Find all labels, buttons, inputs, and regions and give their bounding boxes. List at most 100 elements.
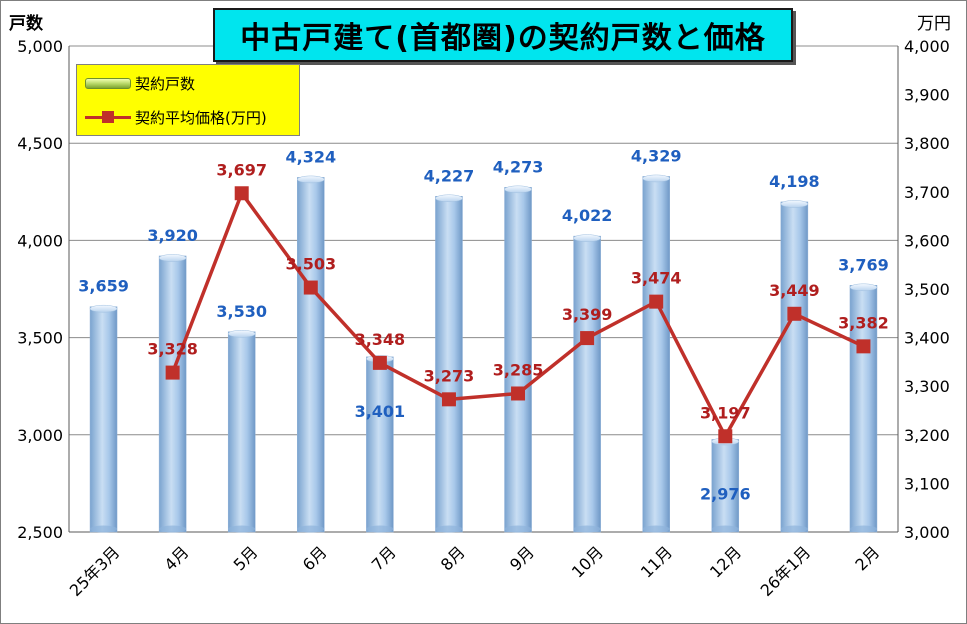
price-marker: [303, 280, 318, 295]
x-tick-label: 11月: [637, 542, 676, 581]
x-tick-label: 2月: [851, 542, 883, 574]
bar-top-cap: [573, 234, 601, 242]
left-tick-label: 3,500: [17, 329, 63, 348]
x-tick-label: 12月: [706, 542, 745, 581]
bar-base-cap: [849, 525, 877, 533]
price-marker: [372, 355, 387, 370]
price-data-label: 3,399: [562, 305, 613, 324]
x-tick-label: 4月: [161, 542, 193, 574]
x-tick-label: 9月: [506, 542, 538, 574]
bar-top-cap: [849, 283, 878, 292]
bar-base-cap: [435, 525, 463, 533]
bar-top-cap: [227, 330, 256, 338]
bar: [642, 176, 670, 533]
bar: [504, 187, 532, 533]
x-tick-label: 10月: [568, 542, 607, 581]
price-marker: [441, 392, 456, 407]
bar-base-cap: [780, 525, 808, 533]
left-tick-label: 3,000: [17, 426, 63, 445]
bar-data-label: 3,920: [147, 226, 198, 245]
right-tick-label: 3,800: [904, 134, 950, 153]
bar-data-label: 4,198: [769, 172, 820, 191]
left-axis-unit: 戸数: [9, 14, 43, 34]
x-tick-label: 6月: [299, 542, 331, 574]
bar-top-cap: [435, 194, 463, 203]
bar: [435, 196, 463, 533]
bar-data-label: 3,769: [838, 255, 889, 274]
bar-top-cap: [158, 254, 187, 262]
bar-base-cap: [159, 525, 187, 533]
bar-data-label: 4,329: [631, 146, 682, 165]
right-tick-label: 3,900: [904, 86, 950, 105]
left-tick-label: 5,000: [17, 37, 63, 56]
price-marker: [511, 386, 526, 401]
price-marker: [165, 365, 180, 380]
price-marker: [649, 294, 664, 309]
bar-base-cap: [504, 525, 532, 533]
legend-bar-swatch: [85, 77, 131, 89]
price-data-label: 3,328: [147, 340, 198, 359]
right-tick-label: 3,000: [904, 523, 950, 542]
legend-line-label: 契約平均価格(万円): [135, 108, 267, 127]
bar-base-cap: [366, 525, 394, 533]
bar: [297, 177, 325, 533]
bar-top-cap: [642, 174, 670, 183]
bar-base-cap: [642, 525, 670, 533]
bar: [89, 306, 118, 533]
right-tick-label: 3,300: [904, 377, 950, 396]
right-tick-label: 3,400: [904, 329, 950, 348]
bar: [158, 255, 187, 533]
chart-title: 中古戸建て(首都圏)の契約戸数と価格: [240, 21, 766, 56]
right-tick-label: 3,200: [904, 426, 950, 445]
bar-base-cap: [297, 525, 325, 533]
price-data-label: 3,273: [424, 366, 475, 385]
price-marker: [580, 331, 595, 346]
left-tick-label: 4,000: [17, 231, 63, 250]
x-tick-label: 7月: [368, 542, 400, 574]
price-marker: [234, 186, 249, 201]
right-tick-label: 3,500: [904, 280, 950, 299]
price-data-label: 3,449: [769, 281, 820, 300]
price-marker: [718, 429, 733, 444]
bar: [227, 331, 256, 533]
right-axis-unit: 万円: [917, 14, 951, 34]
right-tick-label: 3,700: [904, 183, 950, 202]
bar-data-label: 3,530: [216, 302, 267, 321]
bar: [573, 235, 601, 533]
bar-base-cap: [90, 525, 118, 533]
bar-data-label: 4,227: [424, 166, 475, 185]
bar: [366, 356, 394, 533]
x-tick-label: 5月: [230, 542, 262, 574]
bar-top-cap: [504, 185, 532, 194]
legend-item-bar: 契約戸数: [85, 71, 195, 95]
price-marker: [856, 339, 871, 354]
bar-top-cap: [89, 304, 118, 313]
price-data-label: 3,382: [838, 313, 889, 332]
price-marker: [787, 306, 802, 321]
bar-data-label: 4,273: [493, 157, 544, 176]
x-tick-label: 8月: [437, 542, 469, 574]
chart-title-box: 中古戸建て(首都圏)の契約戸数と価格: [213, 8, 793, 62]
legend: 契約戸数 契約平均価格(万円): [76, 64, 300, 136]
price-data-label: 3,285: [493, 360, 544, 379]
bar-base-cap: [573, 525, 601, 533]
price-data-label: 3,197: [700, 403, 751, 422]
price-data-label: 3,474: [631, 269, 682, 288]
x-tick-label: 25年3月: [66, 542, 124, 600]
left-tick-label: 2,500: [17, 523, 63, 542]
price-data-label: 3,697: [216, 160, 267, 179]
right-tick-label: 3,100: [904, 474, 950, 493]
bar-data-label: 2,976: [700, 484, 751, 503]
bar-base-cap: [228, 525, 256, 533]
bar: [780, 201, 809, 533]
bar-data-label: 4,324: [285, 147, 336, 166]
bar-data-label: 3,401: [355, 402, 406, 421]
legend-line-swatch: [85, 110, 131, 124]
legend-item-line: 契約平均価格(万円): [85, 105, 267, 129]
bar-data-label: 3,659: [78, 277, 129, 296]
bar-base-cap: [711, 525, 739, 533]
bar-top-cap: [780, 200, 809, 208]
right-tick-label: 3,600: [904, 231, 950, 250]
bar-data-label: 4,022: [562, 206, 613, 225]
